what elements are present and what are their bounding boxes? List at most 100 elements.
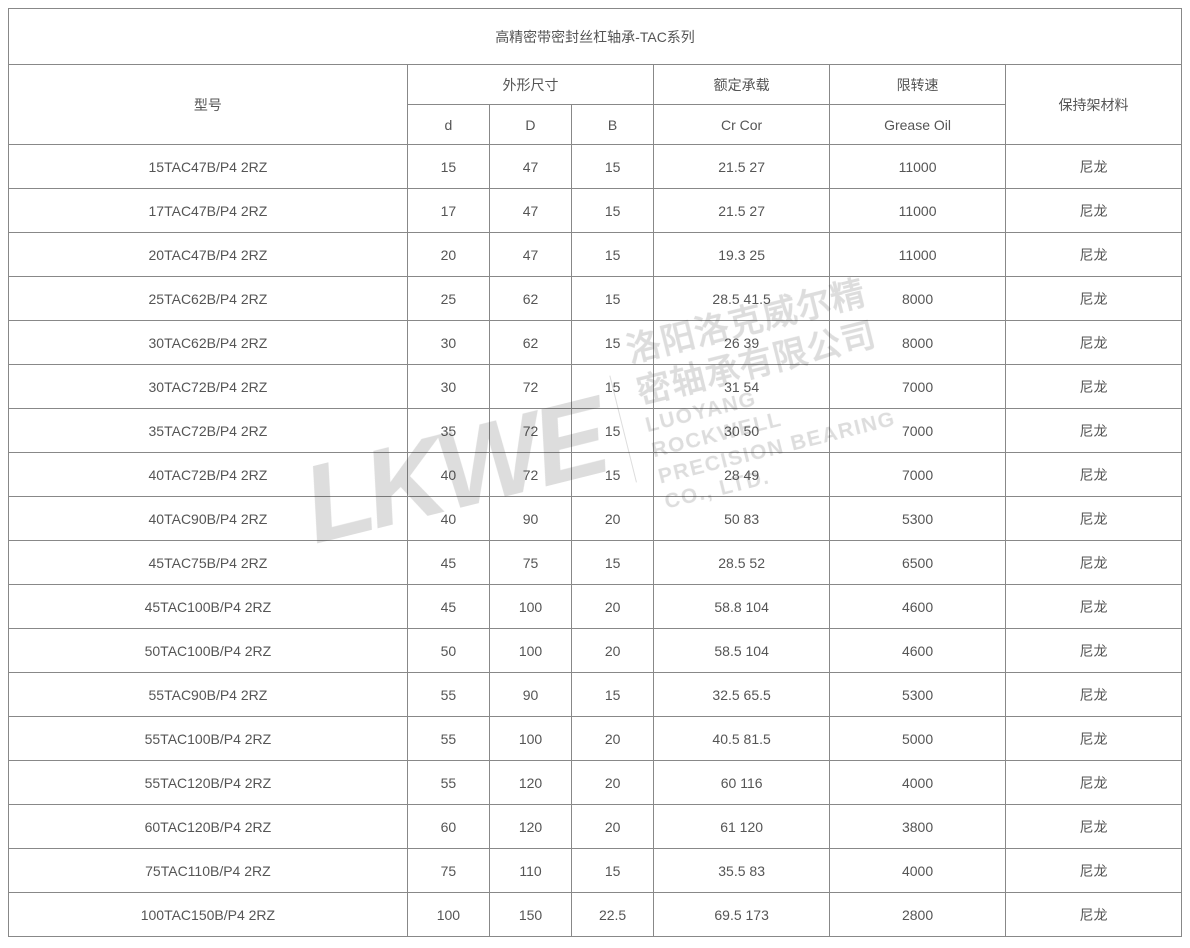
cell-B: 20 (572, 585, 654, 629)
cell-D: 62 (489, 277, 571, 321)
cell-cr: 30 50 (654, 409, 830, 453)
cell-cr: 32.5 65.5 (654, 673, 830, 717)
cell-speed: 8000 (830, 321, 1006, 365)
cell-cage: 尼龙 (1006, 321, 1182, 365)
col-header-cage: 保持架材料 (1006, 65, 1182, 145)
col-header-grease-oil: Grease Oil (830, 105, 1006, 145)
cell-model: 45TAC100B/P4 2RZ (9, 585, 408, 629)
cell-model: 30TAC72B/P4 2RZ (9, 365, 408, 409)
cell-cr: 21.5 27 (654, 189, 830, 233)
table-row: 55TAC100B/P4 2RZ551002040.5 81.55000尼龙 (9, 717, 1182, 761)
col-header-model: 型号 (9, 65, 408, 145)
cell-cage: 尼龙 (1006, 673, 1182, 717)
cell-d: 45 (407, 585, 489, 629)
cell-B: 15 (572, 277, 654, 321)
cell-cr: 61 120 (654, 805, 830, 849)
cell-B: 15 (572, 453, 654, 497)
cell-cage: 尼龙 (1006, 277, 1182, 321)
cell-speed: 5000 (830, 717, 1006, 761)
cell-model: 45TAC75B/P4 2RZ (9, 541, 408, 585)
cell-model: 25TAC62B/P4 2RZ (9, 277, 408, 321)
col-header-speed: 限转速 (830, 65, 1006, 105)
cell-B: 20 (572, 761, 654, 805)
cell-D: 100 (489, 717, 571, 761)
cell-D: 120 (489, 805, 571, 849)
cell-cr: 58.8 104 (654, 585, 830, 629)
cell-B: 20 (572, 805, 654, 849)
table-row: 75TAC110B/P4 2RZ751101535.5 834000尼龙 (9, 849, 1182, 893)
cell-model: 55TAC100B/P4 2RZ (9, 717, 408, 761)
cell-speed: 7000 (830, 409, 1006, 453)
cell-cage: 尼龙 (1006, 717, 1182, 761)
table-title: 高精密带密封丝杠轴承-TAC系列 (9, 9, 1182, 65)
cell-model: 100TAC150B/P4 2RZ (9, 893, 408, 937)
table-row: 15TAC47B/P4 2RZ15471521.5 2711000尼龙 (9, 145, 1182, 189)
cell-speed: 11000 (830, 145, 1006, 189)
cell-model: 17TAC47B/P4 2RZ (9, 189, 408, 233)
col-header-D: D (489, 105, 571, 145)
cell-cr: 19.3 25 (654, 233, 830, 277)
cell-cage: 尼龙 (1006, 365, 1182, 409)
cell-cr: 35.5 83 (654, 849, 830, 893)
table-row: 50TAC100B/P4 2RZ501002058.5 1044600尼龙 (9, 629, 1182, 673)
cell-speed: 2800 (830, 893, 1006, 937)
cell-speed: 7000 (830, 365, 1006, 409)
table-row: 35TAC72B/P4 2RZ35721530 507000尼龙 (9, 409, 1182, 453)
cell-B: 15 (572, 673, 654, 717)
cell-B: 15 (572, 189, 654, 233)
cell-cage: 尼龙 (1006, 541, 1182, 585)
cell-cage: 尼龙 (1006, 145, 1182, 189)
cell-model: 40TAC72B/P4 2RZ (9, 453, 408, 497)
cell-model: 30TAC62B/P4 2RZ (9, 321, 408, 365)
cell-model: 55TAC120B/P4 2RZ (9, 761, 408, 805)
cell-B: 15 (572, 541, 654, 585)
cell-D: 72 (489, 365, 571, 409)
cell-d: 75 (407, 849, 489, 893)
cell-d: 40 (407, 497, 489, 541)
cell-B: 15 (572, 849, 654, 893)
cell-d: 35 (407, 409, 489, 453)
cell-B: 15 (572, 145, 654, 189)
cell-speed: 4000 (830, 761, 1006, 805)
table-row: 40TAC72B/P4 2RZ40721528 497000尼龙 (9, 453, 1182, 497)
cell-speed: 11000 (830, 189, 1006, 233)
table-row: 60TAC120B/P4 2RZ601202061 1203800尼龙 (9, 805, 1182, 849)
bearing-spec-table: 高精密带密封丝杠轴承-TAC系列 型号 外形尺寸 额定承载 限转速 保持架材料 … (8, 8, 1182, 937)
cell-cage: 尼龙 (1006, 805, 1182, 849)
cell-speed: 7000 (830, 453, 1006, 497)
cell-B: 22.5 (572, 893, 654, 937)
cell-speed: 4600 (830, 629, 1006, 673)
table-row: 45TAC75B/P4 2RZ45751528.5 526500尼龙 (9, 541, 1182, 585)
cell-B: 15 (572, 321, 654, 365)
cell-d: 50 (407, 629, 489, 673)
cell-cr: 69.5 173 (654, 893, 830, 937)
table-row: 100TAC150B/P4 2RZ10015022.569.5 1732800尼… (9, 893, 1182, 937)
cell-B: 15 (572, 409, 654, 453)
cell-cr: 28.5 41.5 (654, 277, 830, 321)
table-body: 15TAC47B/P4 2RZ15471521.5 2711000尼龙17TAC… (9, 145, 1182, 937)
cell-model: 55TAC90B/P4 2RZ (9, 673, 408, 717)
cell-speed: 8000 (830, 277, 1006, 321)
cell-D: 47 (489, 233, 571, 277)
cell-d: 60 (407, 805, 489, 849)
cell-D: 75 (489, 541, 571, 585)
cell-cr: 40.5 81.5 (654, 717, 830, 761)
table-row: 30TAC72B/P4 2RZ30721531 547000尼龙 (9, 365, 1182, 409)
table-header-group-row: 型号 外形尺寸 额定承载 限转速 保持架材料 (9, 65, 1182, 105)
cell-d: 30 (407, 321, 489, 365)
cell-D: 100 (489, 585, 571, 629)
cell-model: 60TAC120B/P4 2RZ (9, 805, 408, 849)
cell-D: 47 (489, 189, 571, 233)
cell-speed: 5300 (830, 497, 1006, 541)
table-row: 30TAC62B/P4 2RZ30621526 398000尼龙 (9, 321, 1182, 365)
cell-d: 40 (407, 453, 489, 497)
cell-cage: 尼龙 (1006, 761, 1182, 805)
cell-D: 90 (489, 497, 571, 541)
table-row: 25TAC62B/P4 2RZ25621528.5 41.58000尼龙 (9, 277, 1182, 321)
cell-cage: 尼龙 (1006, 497, 1182, 541)
cell-d: 55 (407, 673, 489, 717)
cell-cr: 50 83 (654, 497, 830, 541)
cell-B: 15 (572, 233, 654, 277)
cell-cage: 尼龙 (1006, 629, 1182, 673)
cell-speed: 4600 (830, 585, 1006, 629)
